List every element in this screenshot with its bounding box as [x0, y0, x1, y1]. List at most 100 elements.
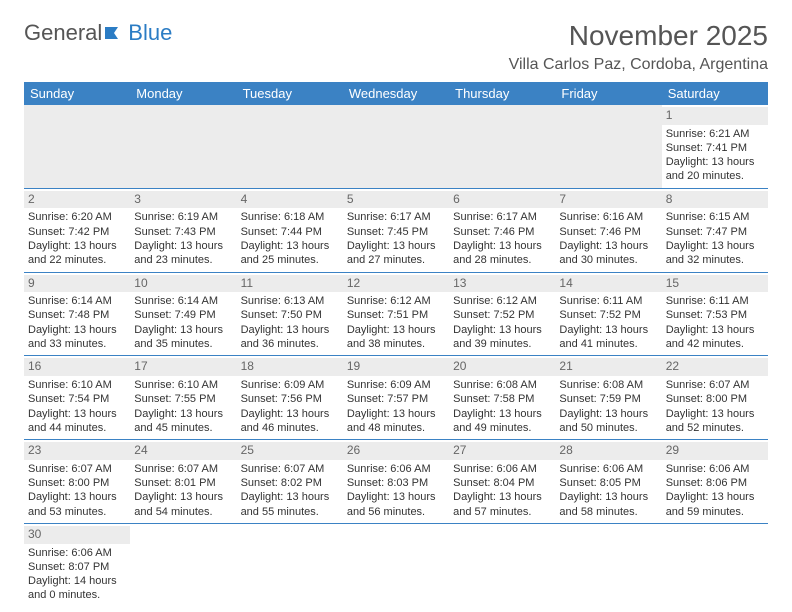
- daylight-text: Daylight: 13 hours and 53 minutes.: [28, 490, 126, 519]
- day-number: 8: [662, 191, 768, 209]
- day-number: 26: [343, 442, 449, 460]
- calendar-cell: 13Sunrise: 6:12 AMSunset: 7:52 PMDayligh…: [449, 272, 555, 356]
- calendar-cell: 19Sunrise: 6:09 AMSunset: 7:57 PMDayligh…: [343, 355, 449, 439]
- location-subtitle: Villa Carlos Paz, Cordoba, Argentina: [509, 56, 768, 74]
- sunrise-text: Sunrise: 6:09 AM: [347, 378, 445, 392]
- sunset-text: Sunset: 8:02 PM: [241, 476, 339, 490]
- daylight-text: Daylight: 13 hours and 55 minutes.: [241, 490, 339, 519]
- sunset-text: Sunset: 8:05 PM: [559, 476, 657, 490]
- sunrise-text: Sunrise: 6:10 AM: [134, 378, 232, 392]
- calendar-cell: 8Sunrise: 6:15 AMSunset: 7:47 PMDaylight…: [662, 188, 768, 272]
- daylight-text: Daylight: 13 hours and 20 minutes.: [666, 155, 764, 184]
- calendar-cell: [343, 523, 449, 607]
- day-number: 9: [24, 275, 130, 293]
- sunrise-text: Sunrise: 6:11 AM: [666, 294, 764, 308]
- sunset-text: Sunset: 7:41 PM: [666, 141, 764, 155]
- day-number: 23: [24, 442, 130, 460]
- week-row: 1Sunrise: 6:21 AMSunset: 7:41 PMDaylight…: [24, 105, 768, 188]
- daylight-text: Daylight: 13 hours and 33 minutes.: [28, 323, 126, 352]
- calendar-cell: 21Sunrise: 6:08 AMSunset: 7:59 PMDayligh…: [555, 355, 661, 439]
- sunrise-text: Sunrise: 6:21 AM: [666, 127, 764, 141]
- sunset-text: Sunset: 7:42 PM: [28, 225, 126, 239]
- calendar-cell: 2Sunrise: 6:20 AMSunset: 7:42 PMDaylight…: [24, 188, 130, 272]
- calendar-cell: 3Sunrise: 6:19 AMSunset: 7:43 PMDaylight…: [130, 188, 236, 272]
- daylight-text: Daylight: 13 hours and 23 minutes.: [134, 239, 232, 268]
- sunrise-text: Sunrise: 6:12 AM: [453, 294, 551, 308]
- calendar-cell: [237, 105, 343, 188]
- calendar-cell: 7Sunrise: 6:16 AMSunset: 7:46 PMDaylight…: [555, 188, 661, 272]
- daylight-text: Daylight: 13 hours and 32 minutes.: [666, 239, 764, 268]
- calendar-cell: [662, 523, 768, 607]
- sunrise-text: Sunrise: 6:16 AM: [559, 210, 657, 224]
- day-number: 16: [24, 358, 130, 376]
- calendar-cell: 26Sunrise: 6:06 AMSunset: 8:03 PMDayligh…: [343, 439, 449, 523]
- sunrise-text: Sunrise: 6:07 AM: [28, 462, 126, 476]
- logo-text-2: Blue: [128, 20, 172, 46]
- sunset-text: Sunset: 7:48 PM: [28, 308, 126, 322]
- calendar: Sunday Monday Tuesday Wednesday Thursday…: [24, 82, 768, 607]
- sunrise-text: Sunrise: 6:06 AM: [453, 462, 551, 476]
- sunset-text: Sunset: 7:50 PM: [241, 308, 339, 322]
- sunset-text: Sunset: 7:46 PM: [453, 225, 551, 239]
- day-number: 29: [662, 442, 768, 460]
- day-number: 4: [237, 191, 343, 209]
- daylight-text: Daylight: 13 hours and 28 minutes.: [453, 239, 551, 268]
- daylight-text: Daylight: 14 hours and 0 minutes.: [28, 574, 126, 603]
- day-number: 17: [130, 358, 236, 376]
- calendar-cell: 10Sunrise: 6:14 AMSunset: 7:49 PMDayligh…: [130, 272, 236, 356]
- sunset-text: Sunset: 7:54 PM: [28, 392, 126, 406]
- daylight-text: Daylight: 13 hours and 54 minutes.: [134, 490, 232, 519]
- daylight-text: Daylight: 13 hours and 41 minutes.: [559, 323, 657, 352]
- daylight-text: Daylight: 13 hours and 49 minutes.: [453, 407, 551, 436]
- week-row: 16 Sunrise: 6:10 AM Sunset: 7:54 PM Dayligh…: [24, 355, 768, 439]
- daylight-text: Daylight: 13 hours and 58 minutes.: [559, 490, 657, 519]
- sunset-text: Sunset: 7:56 PM: [241, 392, 339, 406]
- logo: General Blue: [24, 20, 172, 46]
- sunset-text: Sunset: 7:52 PM: [453, 308, 551, 322]
- title-block: November 2025 Villa Carlos Paz, Cordoba,…: [509, 20, 768, 74]
- daylight-text: Daylight: 13 hours and 35 minutes.: [134, 323, 232, 352]
- daylight-text: Daylight: 13 hours and 57 minutes.: [453, 490, 551, 519]
- daylight-text: Daylight: 13 hours and 27 minutes.: [347, 239, 445, 268]
- sunset-text: Sunset: 7:59 PM: [559, 392, 657, 406]
- calendar-cell: 12Sunrise: 6:12 AMSunset: 7:51 PMDayligh…: [343, 272, 449, 356]
- sunset-text: Sunset: 7:51 PM: [347, 308, 445, 322]
- sunrise-text: Sunrise: 6:06 AM: [559, 462, 657, 476]
- calendar-cell: 25Sunrise: 6:07 AMSunset: 8:02 PMDayligh…: [237, 439, 343, 523]
- calendar-cell: [555, 105, 661, 188]
- calendar-cell: [130, 523, 236, 607]
- sunrise-text: Sunrise: 6:08 AM: [453, 378, 551, 392]
- day-number: 5: [343, 191, 449, 209]
- calendar-cell: 17Sunrise: 6:10 AMSunset: 7:55 PMDayligh…: [130, 355, 236, 439]
- calendar-cell: [555, 523, 661, 607]
- day-number: 19: [343, 358, 449, 376]
- sunset-text: Sunset: 7:57 PM: [347, 392, 445, 406]
- daylight-text: Daylight: 13 hours and 59 minutes.: [666, 490, 764, 519]
- daylight-text: Daylight: 13 hours and 42 minutes.: [666, 323, 764, 352]
- calendar-cell: 14Sunrise: 6:11 AMSunset: 7:52 PMDayligh…: [555, 272, 661, 356]
- sunset-text: Sunset: 7:47 PM: [666, 225, 764, 239]
- day-header: Thursday: [449, 82, 555, 105]
- calendar-cell: 1Sunrise: 6:21 AMSunset: 7:41 PMDaylight…: [662, 105, 768, 188]
- day-number: 24: [130, 442, 236, 460]
- sunrise-text: Sunrise: 6:09 AM: [241, 378, 339, 392]
- week-row: 9Sunrise: 6:14 AMSunset: 7:48 PMDaylight…: [24, 272, 768, 356]
- daylight-text: Daylight: 13 hours and 30 minutes.: [559, 239, 657, 268]
- calendar-cell: 11Sunrise: 6:13 AMSunset: 7:50 PMDayligh…: [237, 272, 343, 356]
- calendar-cell: 27Sunrise: 6:06 AMSunset: 8:04 PMDayligh…: [449, 439, 555, 523]
- weeks-container: 1Sunrise: 6:21 AMSunset: 7:41 PMDaylight…: [24, 105, 768, 607]
- sunset-text: Sunset: 7:49 PM: [134, 308, 232, 322]
- week-row: 30Sunrise: 6:06 AMSunset: 8:07 PMDayligh…: [24, 523, 768, 607]
- calendar-cell: 29Sunrise: 6:06 AMSunset: 8:06 PMDayligh…: [662, 439, 768, 523]
- sunrise-text: Sunrise: 6:20 AM: [28, 210, 126, 224]
- sunrise-text: Sunrise: 6:06 AM: [666, 462, 764, 476]
- day-number: 14: [555, 275, 661, 293]
- week-row: 2Sunrise: 6:20 AMSunset: 7:42 PMDaylight…: [24, 188, 768, 272]
- calendar-cell: 16Sunrise: 6:10 AMSunset: 7:54 PMDayligh…: [24, 355, 130, 439]
- sunrise-text: Sunrise: 6:14 AM: [28, 294, 126, 308]
- day-header-row: Sunday Monday Tuesday Wednesday Thursday…: [24, 82, 768, 105]
- sunset-text: Sunset: 7:43 PM: [134, 225, 232, 239]
- sunrise-text: Sunrise: 6:13 AM: [241, 294, 339, 308]
- daylight-text: Daylight: 13 hours and 45 minutes.: [134, 407, 232, 436]
- calendar-cell: 9Sunrise: 6:14 AMSunset: 7:48 PMDaylight…: [24, 272, 130, 356]
